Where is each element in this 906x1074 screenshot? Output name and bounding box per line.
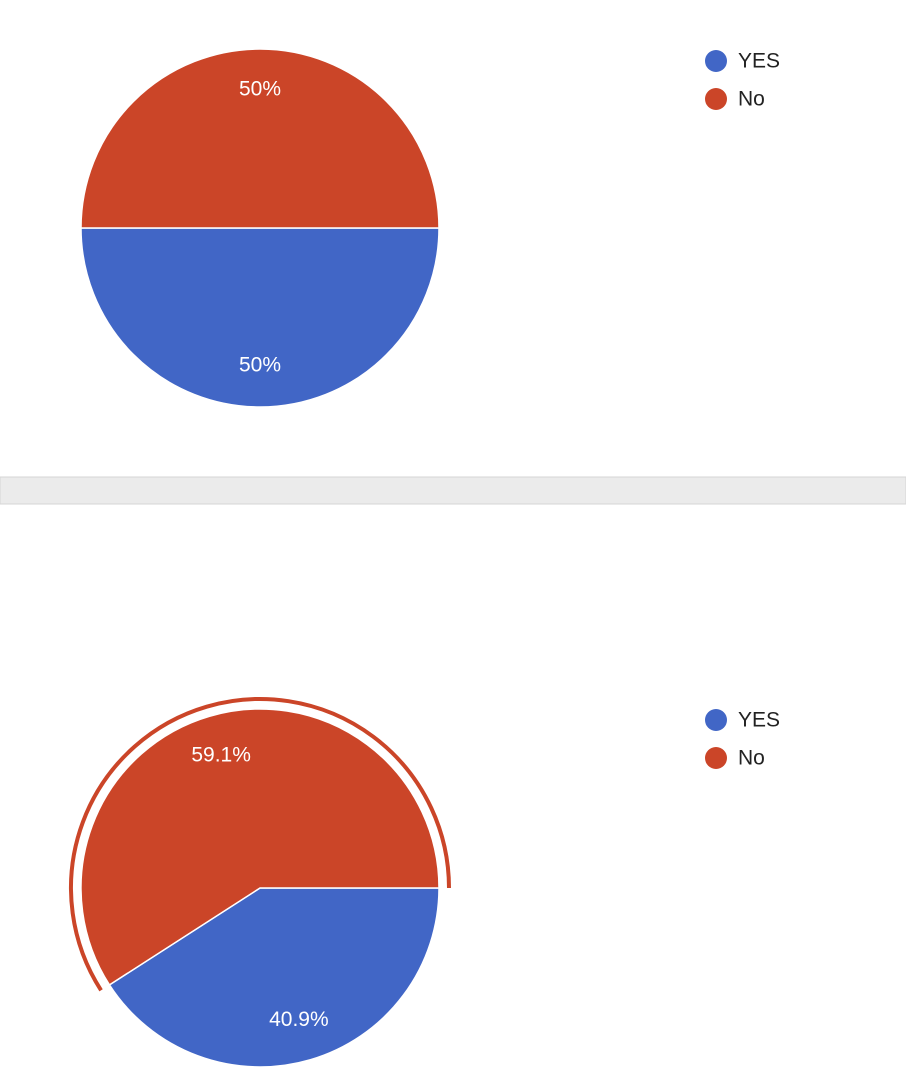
divider (0, 476, 906, 505)
slice-highlight (69, 697, 451, 992)
slice-label: 50% (239, 78, 281, 101)
pie-slice[interactable] (80, 708, 440, 986)
legend-swatch (705, 50, 727, 72)
legend-label[interactable]: YES (738, 50, 780, 73)
slice-label: 50% (239, 353, 281, 376)
legend-swatch (705, 747, 727, 769)
legend-swatch (705, 88, 727, 110)
pie-slice[interactable] (80, 227, 440, 408)
slice-label: 40.9% (269, 1008, 329, 1031)
legend-swatch (705, 709, 727, 731)
legend-label[interactable]: YES (738, 709, 780, 732)
slice-label: 59.1% (191, 743, 251, 766)
legend-label[interactable]: No (738, 88, 765, 111)
legend-label[interactable]: No (738, 747, 765, 770)
pie-slice[interactable] (80, 48, 440, 229)
